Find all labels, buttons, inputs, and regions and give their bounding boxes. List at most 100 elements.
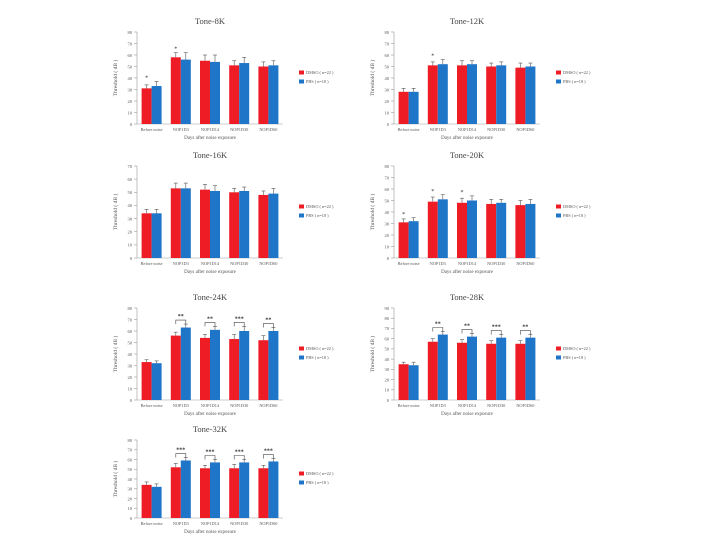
y-tick-label: 10: [128, 386, 133, 391]
bar: [457, 65, 467, 124]
y-tick-label: 60: [128, 329, 133, 334]
bar: [258, 340, 269, 400]
bar: [486, 66, 497, 124]
y-tick-label: 70: [385, 41, 390, 46]
x-tick-label: Before noise: [398, 261, 420, 266]
y-tick-label: 10: [128, 110, 133, 115]
bar: [170, 467, 181, 518]
y-tick-label: 50: [385, 198, 390, 203]
bar: [515, 205, 526, 258]
legend-swatch: [299, 79, 304, 84]
y-tick-label: 20: [128, 375, 133, 380]
bar: [408, 221, 419, 258]
x-tick-label: NOP1D14: [458, 127, 477, 132]
significance-bracket: [233, 322, 245, 327]
y-tick-label: 10: [128, 243, 133, 248]
y-tick-label: 30: [385, 87, 390, 92]
chart-tone-32k: Tone-32K 0 10 20 30 40 50 60 70 80 Threshold ( dB …: [112, 424, 334, 535]
y-tick-label: 0: [387, 256, 390, 261]
significance-bracket: [263, 323, 274, 328]
bar: [141, 88, 152, 124]
x-tick-label: NOP1D14: [458, 403, 477, 408]
bar: [525, 337, 536, 400]
bar: [210, 61, 220, 124]
bar: [408, 365, 419, 400]
y-tick-label: 10: [128, 506, 133, 511]
bar: [258, 194, 269, 258]
y-tick-label: 30: [128, 87, 133, 92]
chart-tone-16k: Tone-16K 0 10 20 30 40 50 60 70 Threshold ( dB ) B…: [112, 150, 334, 275]
y-tick-label: 60: [128, 457, 133, 462]
significance-bracket: [175, 319, 187, 325]
bar: [258, 468, 269, 518]
legend-swatch: [556, 346, 561, 351]
x-axis-label: Days after noise exposure: [184, 412, 237, 417]
y-tick-label: 40: [128, 477, 133, 482]
y-tick-label: 30: [128, 363, 133, 368]
bar: [515, 67, 526, 124]
significance-mark: **: [435, 322, 441, 328]
bar: [239, 63, 250, 124]
x-tick-label: NOP1D30: [487, 127, 505, 132]
x-tick-label: NOP1D3: [173, 127, 189, 132]
y-axis-label: Threshold ( dB ): [369, 194, 376, 231]
bar: [151, 486, 162, 518]
x-tick-label: NOP1D60: [259, 127, 277, 132]
y-tick-label: 0: [130, 516, 133, 521]
bar: [229, 339, 240, 400]
significance-bracket: [490, 330, 502, 335]
bar: [437, 199, 448, 258]
bar: [229, 192, 240, 258]
y-tick-label: 40: [128, 203, 133, 208]
bar: [151, 213, 162, 258]
chart-tone-8k: Tone-8K 0 10 20 30 40 50 60 70 80 Threshold ( dB )…: [112, 16, 334, 141]
bar: [200, 337, 210, 400]
y-tick-label: 80: [385, 316, 390, 321]
legend-label: PBS ( n=18 ): [563, 79, 586, 84]
y-tick-label: 60: [385, 336, 390, 341]
bar: [141, 362, 152, 400]
significance-mark: **: [265, 318, 271, 324]
legend-swatch: [556, 213, 561, 218]
legend-label: PBS ( n=18 ): [306, 480, 329, 485]
bar: [408, 91, 419, 124]
y-tick-label: 10: [385, 388, 390, 393]
bar: [258, 66, 269, 124]
x-tick-label: NOP1D3: [430, 261, 446, 266]
y-tick-label: 50: [385, 64, 390, 69]
bar: [200, 60, 210, 124]
y-tick-label: 70: [128, 448, 133, 453]
x-tick-label: NOP1D60: [259, 521, 277, 526]
bar: [496, 202, 507, 258]
x-tick-label: NOP1D14: [458, 261, 477, 266]
significance-mark: *: [174, 47, 177, 53]
legend-label: DMSO ( n=22 ): [563, 70, 591, 75]
chart-title: Tone-32K: [193, 424, 228, 434]
y-tick-label: 20: [385, 233, 390, 238]
bar: [398, 91, 409, 124]
y-tick-label: 80: [128, 306, 133, 311]
x-tick-label: NOP1D3: [173, 521, 189, 526]
significance-mark: ***: [235, 316, 244, 322]
bar: [457, 202, 467, 258]
x-axis-label: Days after noise exposure: [184, 530, 237, 535]
y-tick-label: 0: [130, 398, 133, 403]
legend-label: DMSO ( n=22 ): [306, 204, 334, 209]
y-tick-label: 10: [385, 110, 390, 115]
legend-swatch: [556, 79, 561, 84]
legend-swatch: [299, 471, 304, 476]
legend-label: DMSO ( n=22 ): [306, 346, 334, 351]
significance-mark: ***: [206, 450, 215, 456]
y-tick-label: 60: [128, 177, 133, 182]
bar: [200, 468, 210, 518]
bar: [467, 336, 477, 400]
x-tick-label: NOP1D14: [201, 261, 220, 266]
significance-bracket: [520, 330, 531, 335]
x-tick-label: NOP1D30: [230, 261, 248, 266]
bar: [210, 190, 220, 258]
chart-title: Tone-28K: [450, 292, 485, 302]
legend-swatch: [556, 355, 561, 360]
y-axis-label: Threshold ( dB ): [112, 461, 119, 498]
x-tick-label: NOP1D30: [230, 127, 248, 132]
bar: [210, 462, 220, 518]
